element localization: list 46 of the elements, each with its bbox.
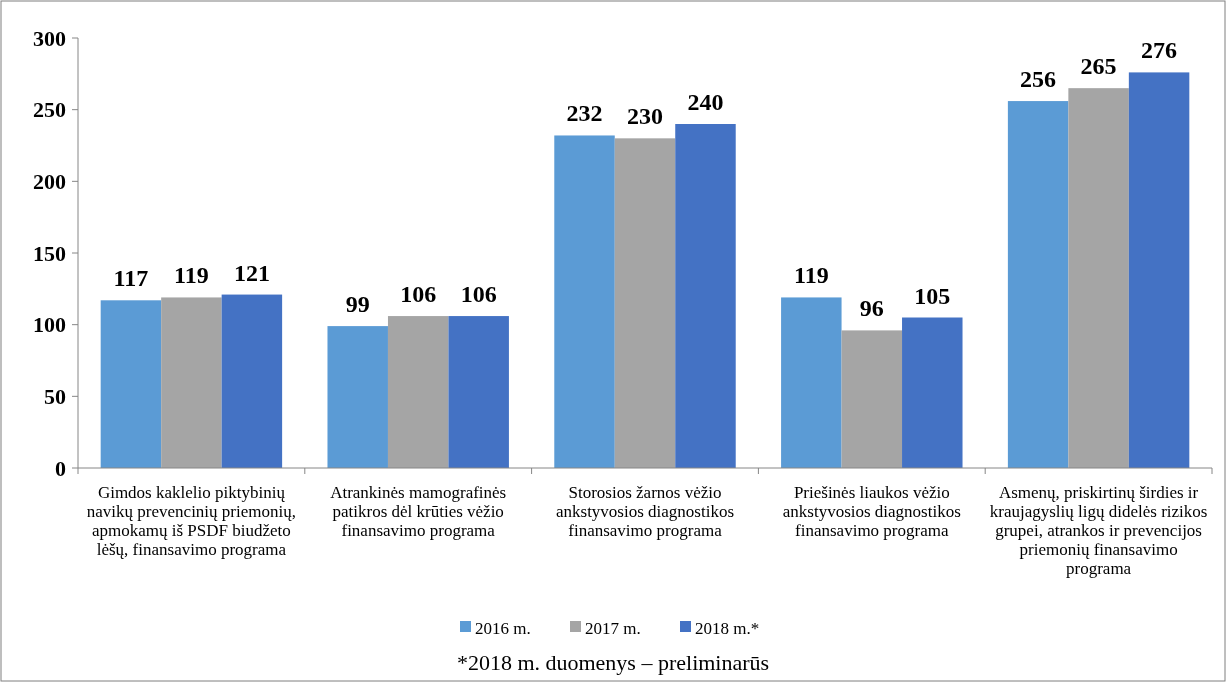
x-tick-label: Priešinės liaukos vėžio ankstyvosios diagnostikos finansavimo programa bbox=[782, 483, 961, 540]
data-label: 121 bbox=[233, 259, 270, 286]
data-label: 117 bbox=[113, 265, 149, 292]
y-tick-label: 250 bbox=[33, 97, 66, 123]
x-tick-label: Gimdos kaklelio piktybinių navikų prevencinių priemonių, apmokamų iš PSDF biudžeto lėšų, finansavimo programa bbox=[86, 483, 296, 559]
bar bbox=[387, 316, 449, 468]
bar bbox=[1128, 72, 1190, 468]
bar bbox=[841, 330, 903, 468]
x-tick-label: Atrankinės mamografinės patikros dėl krūties vėžio finansavimo programa bbox=[330, 483, 507, 540]
bar bbox=[327, 326, 388, 468]
y-tick-label: 200 bbox=[33, 169, 66, 195]
data-label: 119 bbox=[793, 262, 829, 289]
data-label: 119 bbox=[174, 262, 209, 289]
x-tick-label: Storosios žarnos vėžio ankstyvosios diagnostikos finansavimo programa bbox=[555, 483, 735, 540]
bar bbox=[902, 317, 963, 468]
bar bbox=[554, 135, 615, 468]
legend-label: 2017 m. bbox=[585, 618, 641, 638]
data-label: 230 bbox=[627, 103, 663, 130]
data-label: 256 bbox=[1020, 66, 1057, 93]
data-label: 265 bbox=[1080, 53, 1117, 80]
data-label: 99 bbox=[345, 291, 370, 318]
bar bbox=[221, 294, 283, 468]
bar bbox=[100, 300, 162, 468]
bar bbox=[781, 297, 842, 468]
y-tick-label: 150 bbox=[33, 240, 66, 266]
text: *2018 m. duomenys – preliminarūs bbox=[456, 650, 770, 675]
bar bbox=[675, 124, 736, 468]
bar bbox=[1007, 101, 1069, 468]
legend-label: 2016 m. bbox=[475, 618, 531, 638]
data-label: 232 bbox=[566, 100, 603, 127]
y-tick-label: 100 bbox=[33, 312, 66, 338]
data-label: 240 bbox=[687, 89, 724, 115]
bar bbox=[1068, 88, 1129, 468]
y-tick-label: 50 bbox=[44, 384, 66, 410]
bar bbox=[448, 316, 509, 468]
legend-label: 2018 m.* bbox=[695, 618, 760, 638]
data-label: 106 bbox=[460, 281, 497, 308]
y-tick-label: 300 bbox=[33, 25, 66, 51]
bar bbox=[161, 297, 222, 468]
y-tick-label: 0 bbox=[55, 455, 66, 481]
bar bbox=[614, 138, 676, 468]
data-label: 96 bbox=[859, 295, 884, 322]
x-tick-label: Asmenų, priskirtinų širdies ir kraujagyslių ligų didelės rizikos grupei, atrankos ir prevencijos priemonių finansavimo programa bbox=[989, 483, 1208, 578]
data-label: 276 bbox=[1141, 37, 1178, 64]
data-label: 106 bbox=[400, 281, 437, 308]
data-label: 105 bbox=[914, 282, 951, 309]
